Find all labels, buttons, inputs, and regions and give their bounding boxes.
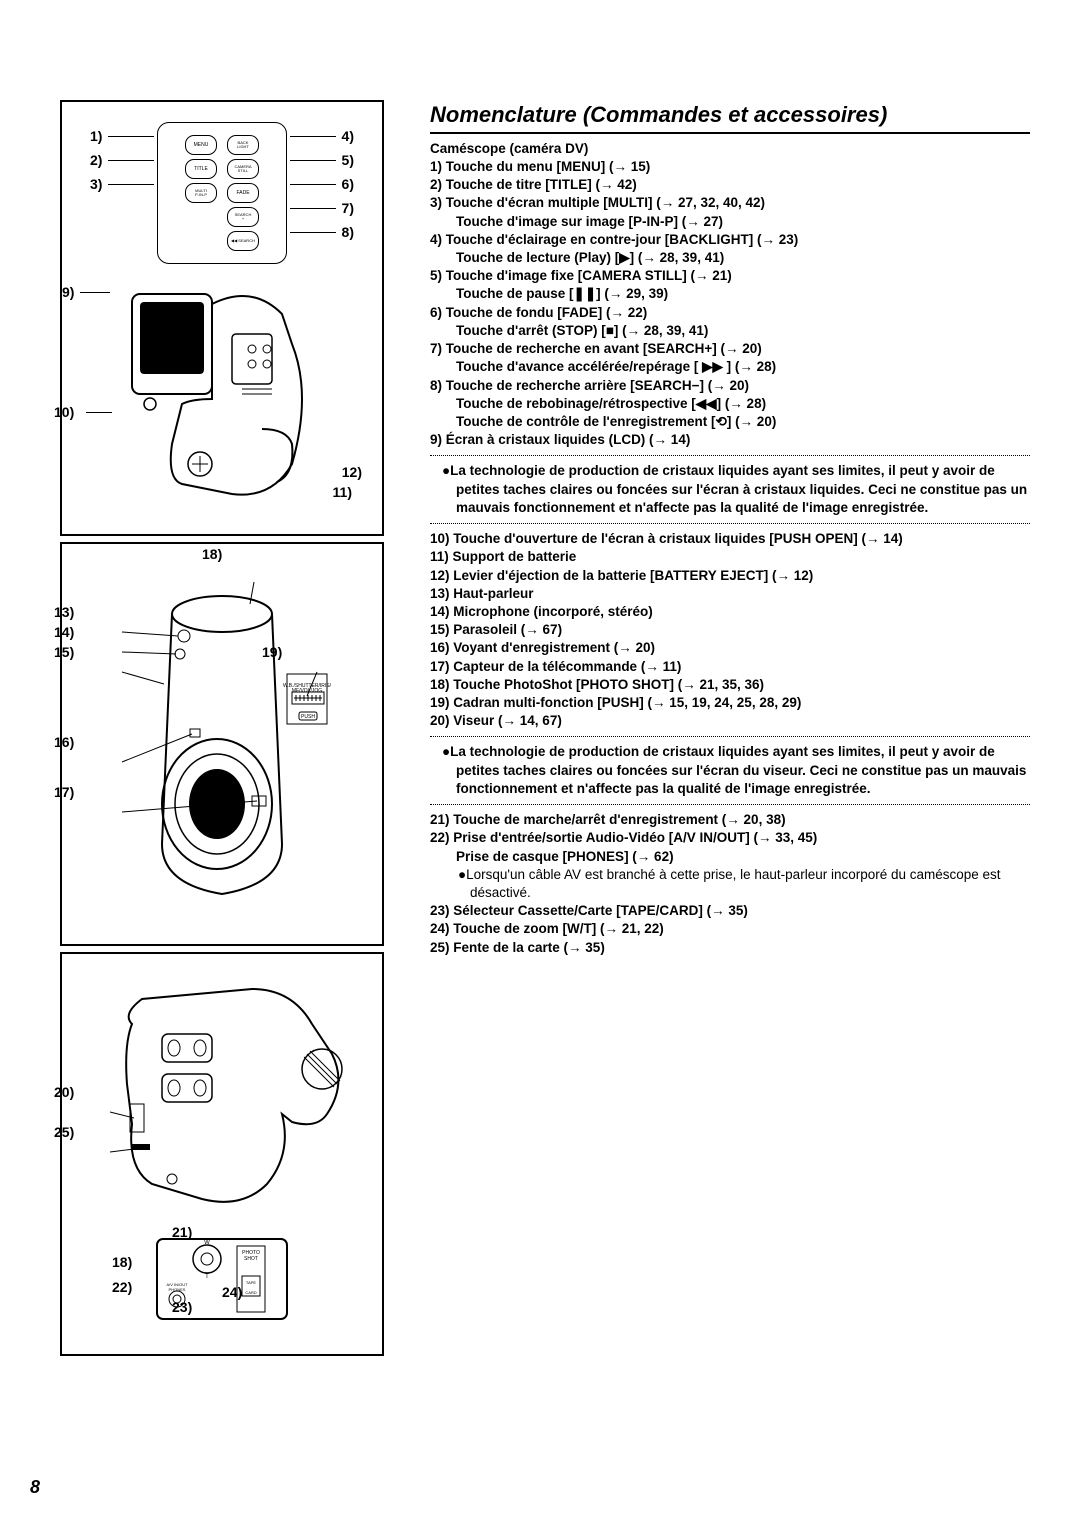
item-22: 22) Prise d'entrée/sortie Audio-Vidéo [A…	[430, 829, 1030, 847]
sub-bullet-22: ●Lorsqu'un câble AV est branché à cette …	[430, 866, 1030, 902]
item-6b: Touche d'arrêt (STOP) [■] (→ 28, 39, 41)	[430, 322, 1030, 340]
item-7b: Touche d'avance accélérée/repérage [ ▶▶ …	[430, 358, 1030, 376]
callout-5: 5)	[342, 152, 354, 168]
callout-7: 7)	[342, 200, 354, 216]
item-3: 3) Touche d'écran multiple [MULTI] (→ 27…	[430, 194, 1030, 212]
page-number: 8	[30, 1477, 40, 1498]
callout-4: 4)	[342, 128, 354, 144]
item-1: 1) Touche du menu [MENU] (→ 15)	[430, 158, 1030, 176]
callout-17: 17)	[54, 784, 74, 800]
item-23: 23) Sélecteur Cassette/Carte [TAPE/CARD]…	[430, 902, 1030, 920]
svg-text:SHOT: SHOT	[244, 1256, 258, 1262]
svg-text:CARD: CARD	[245, 1290, 256, 1295]
item-22b: Prise de casque [PHONES] (→ 62)	[430, 848, 1030, 866]
item-14: 14) Microphone (incorporé, stéréo)	[430, 603, 1030, 621]
item-4b: Touche de lecture (Play) [▶] (→ 28, 39, …	[430, 249, 1030, 267]
item-6: 6) Touche de fondu [FADE] (→ 22)	[430, 304, 1030, 322]
callout-9: 9)	[62, 284, 74, 300]
callout-18b: 18)	[112, 1254, 132, 1270]
callout-20: 20)	[54, 1084, 74, 1100]
callout-16: 16)	[54, 734, 74, 750]
note-2: ●La technologie de production de cristau…	[430, 743, 1030, 798]
callout-19: 19)	[262, 644, 282, 660]
callout-24: 24)	[222, 1284, 242, 1300]
callout-13: 13)	[54, 604, 74, 620]
callout-1: 1)	[90, 128, 102, 144]
item-12: 12) Levier d'éjection de la batterie [BA…	[430, 567, 1030, 585]
item-7: 7) Touche de recherche en avant [SEARCH+…	[430, 340, 1030, 358]
btn-search-plus: SEARCH+	[227, 207, 259, 227]
btn-camerastill: CAMERASTILL	[227, 159, 259, 179]
item-3b: Touche d'image sur image [P-IN-P] (→ 27)	[430, 213, 1030, 231]
svg-text:PHONES: PHONES	[169, 1287, 186, 1292]
callout-18a: 18)	[202, 546, 222, 562]
item-21: 21) Touche de marche/arrêt d'enregistrem…	[430, 811, 1030, 829]
item-2: 2) Touche de titre [TITLE] (→ 42)	[430, 176, 1030, 194]
separator	[430, 455, 1030, 456]
callout-10: 10)	[54, 404, 74, 420]
separator	[430, 804, 1030, 805]
callout-25: 25)	[54, 1124, 74, 1140]
item-16: 16) Voyant d'enregistrement (→ 20)	[430, 639, 1030, 657]
page-title: Nomenclature (Commandes et accessoires)	[430, 100, 1030, 134]
push-label: PUSH	[301, 714, 315, 720]
item-20: 20) Viseur (→ 14, 67)	[430, 712, 1030, 730]
item-9: 9) Écran à cristaux liquides (LCD) (→ 14…	[430, 431, 1030, 449]
svg-text:T: T	[205, 1274, 209, 1280]
diagram-camera-side: 20) 25) 21) 18) 22) 23) 24)	[60, 952, 384, 1356]
callout-23: 23)	[172, 1299, 192, 1315]
callout-15: 15)	[54, 644, 74, 660]
camera-front-icon: W.B./SHUTTER/IRIS/ MF/VOL/JOG PUSH	[102, 564, 342, 904]
item-19: 19) Cadran multi-fonction [PUSH] (→ 15, …	[430, 694, 1030, 712]
item-17: 17) Capteur de la télécommande (→ 11)	[430, 658, 1030, 676]
btn-search: ◀◀ SEARCH	[227, 231, 259, 251]
item-24: 24) Touche de zoom [W/T] (→ 21, 22)	[430, 920, 1030, 938]
svg-text:TAPE: TAPE	[246, 1280, 256, 1285]
item-11: 11) Support de batterie	[430, 548, 1030, 566]
separator	[430, 736, 1030, 737]
btn-multi: MULTIP-IN-P	[185, 183, 217, 203]
text-column: Nomenclature (Commandes et accessoires) …	[400, 100, 1030, 1362]
diagram-camera-front: 18) 13) 14) 15) 16) 17) 19) W.B./SHUTTER…	[60, 542, 384, 946]
btn-backlight: BACKLIGHT	[227, 135, 259, 155]
note-1: ●La technologie de production de cristau…	[430, 462, 1030, 517]
callout-8: 8)	[342, 224, 354, 240]
btn-fade: FADE	[227, 183, 259, 203]
item-5: 5) Touche d'image fixe [CAMERA STILL] (→…	[430, 267, 1030, 285]
camera-side-icon	[92, 974, 352, 1234]
callout-2: 2)	[90, 152, 102, 168]
item-25: 25) Fente de la carte (→ 35)	[430, 939, 1030, 957]
separator	[430, 523, 1030, 524]
item-18: 18) Touche PhotoShot [PHOTO SHOT] (→ 21,…	[430, 676, 1030, 694]
callout-12: 12)	[342, 464, 362, 480]
item-8: 8) Touche de recherche arrière [SEARCH−]…	[430, 377, 1030, 395]
btn-menu: MENU	[185, 135, 217, 155]
item-4: 4) Touche d'éclairage en contre-jour [BA…	[430, 231, 1030, 249]
svg-text:W: W	[204, 1240, 210, 1246]
callout-3: 3)	[90, 176, 102, 192]
callout-11: 11)	[333, 484, 352, 500]
item-15: 15) Parasoleil (→ 67)	[430, 621, 1030, 639]
item-10: 10) Touche d'ouverture de l'écran à cris…	[430, 530, 1030, 548]
callout-21: 21)	[172, 1224, 192, 1240]
callout-6: 6)	[342, 176, 354, 192]
callout-14: 14)	[54, 624, 74, 640]
item-5b: Touche de pause [❚❚] (→ 29, 39)	[430, 285, 1030, 303]
diagram-remote: MENU BACKLIGHT TITLE CAMERASTILL MULTIP-IN…	[60, 100, 384, 536]
subtitle: Caméscope (caméra DV)	[430, 140, 1030, 158]
btn-title: TITLE	[185, 159, 217, 179]
svg-text:MF/VOL/JOG: MF/VOL/JOG	[292, 688, 322, 694]
callout-22: 22)	[112, 1279, 132, 1295]
item-13: 13) Haut-parleur	[430, 585, 1030, 603]
item-8c: Touche de contrôle de l'enregistrement […	[430, 413, 1030, 431]
remote-panel: MENU BACKLIGHT TITLE CAMERASTILL MULTIP-IN…	[157, 122, 287, 264]
item-8b: Touche de rebobinage/rétrospective [◀◀] …	[430, 395, 1030, 413]
camera-body-icon	[112, 274, 332, 514]
